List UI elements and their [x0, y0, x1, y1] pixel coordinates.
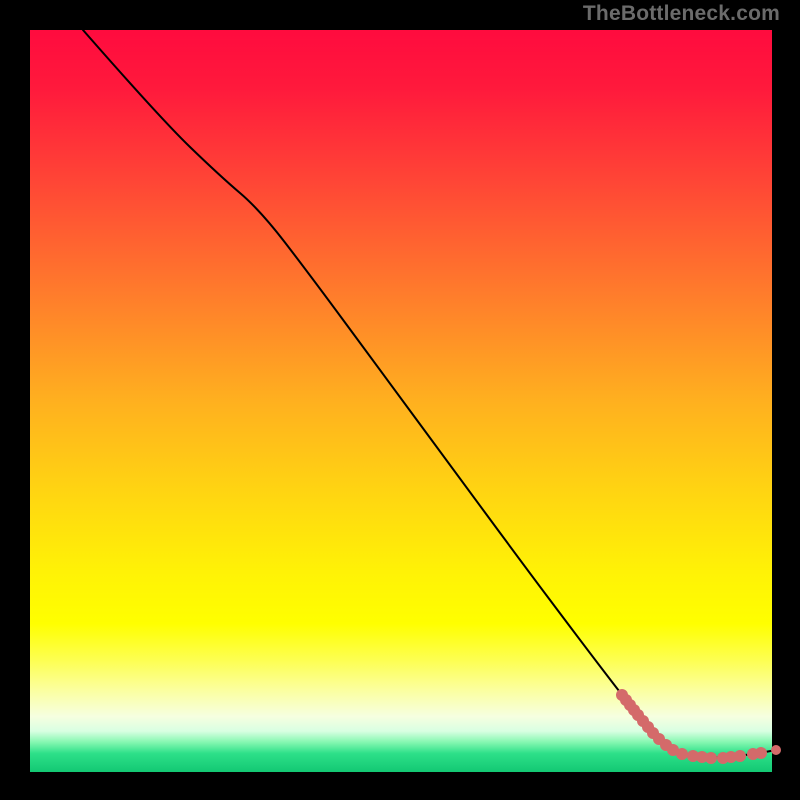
watermark-text: TheBottleneck.com	[583, 2, 780, 26]
data-marker	[676, 748, 688, 760]
plot-background	[30, 30, 772, 772]
data-marker	[771, 745, 781, 755]
data-marker	[755, 747, 767, 759]
chart-svg	[0, 0, 800, 800]
data-marker	[705, 752, 717, 764]
chart-canvas: TheBottleneck.com	[0, 0, 800, 800]
data-marker	[734, 750, 746, 762]
